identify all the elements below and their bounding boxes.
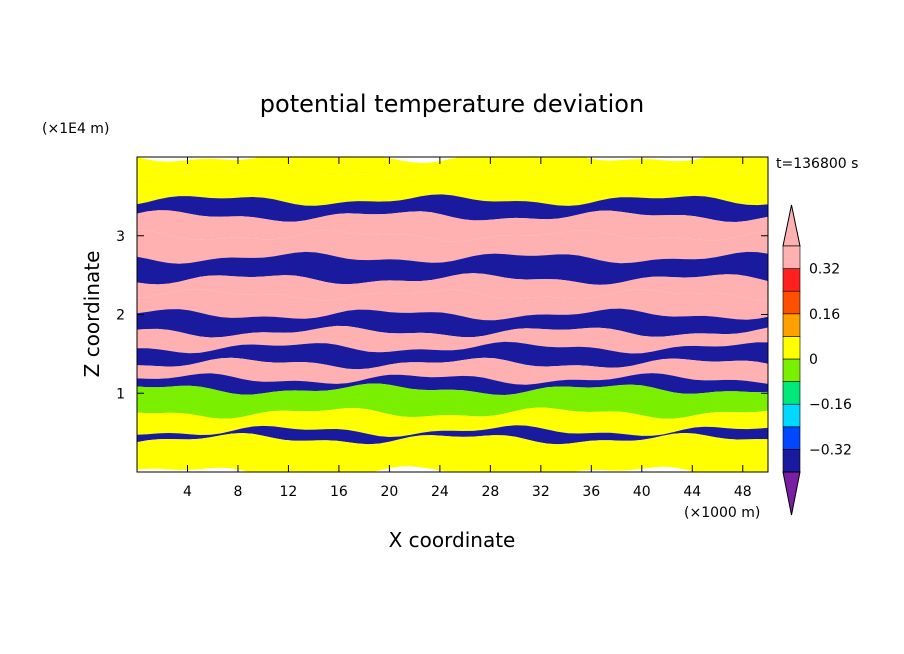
colorbar-segment [782, 313, 801, 337]
contour-band [137, 230, 768, 264]
contour-band [137, 433, 768, 472]
contour-band [137, 383, 768, 419]
colorbar-segment [782, 381, 801, 405]
x-tick-label: 32 [532, 484, 550, 500]
x-unit-label: (×1000 m) [684, 505, 760, 521]
x-tick-label: 4 [183, 484, 192, 500]
colorbar-max-arrow [782, 204, 801, 247]
contour-band [137, 325, 768, 354]
contour-band [137, 373, 768, 395]
colorbar-segment [782, 403, 801, 428]
colorbar: 0.32 0.16 0 −0.16 −0.32 [782, 204, 852, 516]
colorbar-segment [782, 245, 801, 269]
x-tick-label: 8 [233, 484, 242, 500]
contour-band [137, 251, 768, 285]
x-tick-label: 44 [683, 484, 701, 500]
plot-area [137, 157, 768, 472]
contour-band [137, 357, 768, 385]
colorbar-min-arrow [782, 471, 801, 516]
x-axis-label: X coordinate [389, 528, 516, 552]
contour-band [137, 166, 768, 206]
y-tick-label: 3 [116, 229, 125, 245]
contour-band [137, 425, 768, 445]
contour-band [137, 308, 768, 338]
y-axis: 1 2 3 [116, 229, 768, 402]
colorbar-segment [782, 268, 801, 292]
x-tick-label: 36 [582, 484, 600, 500]
colorbar-tick-label: 0.16 [809, 307, 840, 323]
x-tick-label: 28 [481, 484, 499, 500]
colorbar-segment [782, 449, 801, 473]
chart-title: potential temperature deviation [260, 90, 644, 118]
x-axis: 4 8 12 16 20 24 28 32 36 40 44 48 [183, 157, 752, 500]
contour-band [137, 407, 768, 437]
contour-band [137, 341, 768, 370]
contour-band [137, 273, 768, 301]
x-tick-label: 24 [431, 484, 449, 500]
contour-band [137, 289, 768, 321]
x-tick-label: 48 [734, 484, 752, 500]
y-axis-label: Z coordinate [80, 251, 104, 378]
y-unit-label: (×1E4 m) [42, 121, 109, 137]
colorbar-segment [782, 336, 801, 360]
contour-band [137, 210, 768, 242]
colorbar-tick-label: 0 [809, 352, 818, 368]
x-tick-label: 16 [330, 484, 348, 500]
contour-band [137, 194, 768, 222]
contour-band [137, 157, 768, 179]
colorbar-tick-label: −0.32 [809, 442, 852, 458]
x-tick-label: 40 [633, 484, 651, 500]
colorbar-tick-label: −0.16 [809, 397, 852, 413]
colorbar-segment [782, 358, 801, 382]
colorbar-segment [782, 290, 801, 315]
x-tick-label: 12 [280, 484, 298, 500]
time-label: t=136800 s [776, 156, 858, 172]
colorbar-tick-label: 0.32 [809, 262, 840, 278]
colorbar-segment [782, 426, 801, 450]
y-tick-label: 2 [116, 308, 125, 324]
x-tick-label: 20 [380, 484, 398, 500]
y-tick-label: 1 [116, 386, 125, 402]
